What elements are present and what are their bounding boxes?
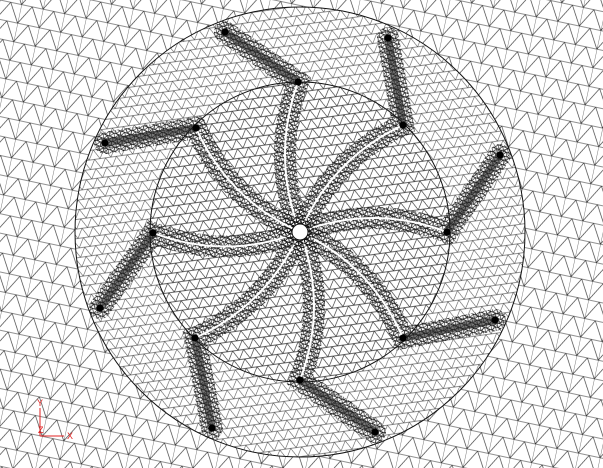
- blade-edge: [152, 231, 301, 248]
- y-label: Y: [37, 398, 43, 408]
- blade-node: [149, 229, 157, 237]
- blade-node: [443, 228, 451, 236]
- x-label: X: [67, 431, 73, 441]
- blade-core: [296, 376, 379, 436]
- blades: [89, 21, 511, 443]
- blade-edge: [299, 231, 315, 381]
- blade-node: [399, 121, 407, 129]
- blade-node: [399, 334, 407, 342]
- blade-core: [384, 34, 407, 129]
- blade-node: [296, 376, 304, 384]
- blade-tip: [221, 28, 229, 36]
- blade-tip: [96, 304, 104, 312]
- blade-node: [192, 124, 200, 132]
- blade-edge: [195, 127, 301, 233]
- blade-edge: [299, 231, 404, 339]
- blade-edge: [284, 81, 301, 233]
- blade-tip: [101, 139, 109, 147]
- blade-tip: [371, 428, 379, 436]
- blade-edge: [299, 124, 404, 233]
- blade-core: [96, 229, 157, 312]
- blade-core: [443, 151, 504, 236]
- blade-tip: [384, 34, 392, 42]
- blade-tip: [496, 151, 504, 159]
- blade-node: [191, 334, 199, 342]
- blade-core: [399, 316, 499, 342]
- blade-tip: [491, 316, 499, 324]
- outer-circle: [74, 6, 526, 458]
- axis-triad: Y Z X: [37, 398, 73, 441]
- blade-edge: [299, 217, 448, 233]
- blade-tip: [208, 424, 216, 432]
- blade-core: [101, 124, 200, 147]
- blade-node: [294, 78, 302, 86]
- blade-core: [221, 28, 302, 86]
- blade-edge: [194, 231, 301, 339]
- z-label: Z: [38, 425, 44, 435]
- hub: [291, 223, 309, 241]
- blade-core: [191, 334, 216, 432]
